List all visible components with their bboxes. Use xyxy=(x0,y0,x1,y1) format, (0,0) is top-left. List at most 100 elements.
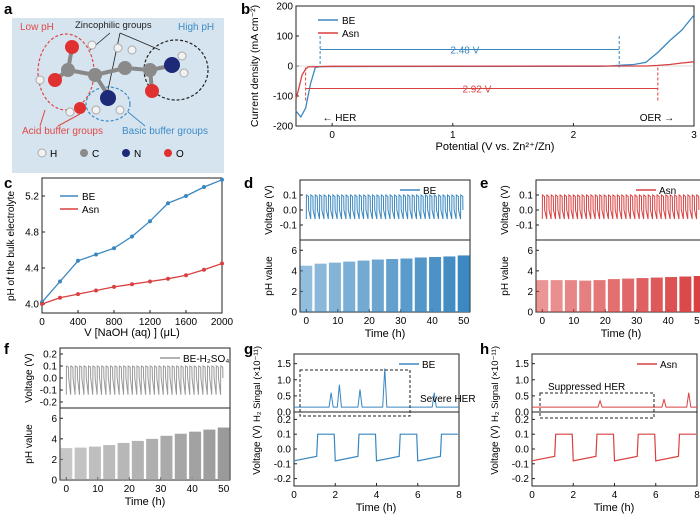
legend-oxygen-label: O xyxy=(176,149,184,160)
x-tick-label: 30 xyxy=(631,316,643,327)
y-axis-label: H₂ Singal (×10⁻¹¹) xyxy=(252,346,263,422)
ph-bar xyxy=(189,431,202,480)
carbon-atom xyxy=(61,63,75,77)
y-tick-label: 0.1 xyxy=(43,362,57,373)
ph-bar xyxy=(74,447,87,480)
y-tick-label: 6 xyxy=(527,246,533,257)
ph-bar xyxy=(607,279,620,312)
y-tick-label: -0.2 xyxy=(512,474,530,485)
y-tick-label: 0.1 xyxy=(519,191,533,202)
data-point-asn xyxy=(202,267,206,272)
x-tick-label: 6 xyxy=(415,490,421,501)
panel-label-d: d xyxy=(244,175,253,192)
x-tick-label: 0 xyxy=(329,130,335,141)
x-tick-label: 0 xyxy=(529,490,535,501)
x-tick-label: 40 xyxy=(427,316,439,327)
y-tick-label: 4 xyxy=(291,266,297,277)
y-tick-label: -0.1 xyxy=(512,459,530,470)
y-tick-label: 100 xyxy=(276,32,293,43)
x-tick-label: 40 xyxy=(663,316,675,327)
data-point-be xyxy=(130,234,134,239)
ph-bar xyxy=(414,257,427,312)
y-tick-label: 0.5 xyxy=(277,391,291,402)
data-point-be xyxy=(148,219,152,224)
y-tick-label: -0.1 xyxy=(274,459,292,470)
y-tick-label: 2 xyxy=(527,287,533,298)
ph-bar xyxy=(564,280,577,312)
dashed-highlight-box xyxy=(299,369,411,417)
y-tick-label: -100 xyxy=(273,92,293,103)
panel-label-h: h xyxy=(480,341,489,358)
legend-label-be: BE xyxy=(342,16,356,27)
voltage-trace xyxy=(531,433,696,462)
y-tick-label: 4.4 xyxy=(25,264,39,275)
y-tick-label: 0 xyxy=(287,62,293,73)
y-tick-label: 0.0 xyxy=(515,445,529,456)
y-tick-label: -0.2 xyxy=(40,398,58,409)
data-point-be xyxy=(94,252,98,257)
legend-hydrogen-marker xyxy=(37,148,47,158)
data-point-asn xyxy=(148,279,152,284)
panel-label-g: g xyxy=(244,341,253,358)
x-tick-label: 1 xyxy=(450,130,456,141)
x-axis-label: Time (h) xyxy=(601,328,642,340)
data-point-asn xyxy=(166,276,170,281)
ph-bar xyxy=(88,446,101,480)
oxygen-atom xyxy=(145,84,159,98)
x-tick-label: 0 xyxy=(540,316,546,327)
y-tick-label: 6 xyxy=(291,246,297,257)
data-point-asn xyxy=(58,295,62,300)
legend-label: BE xyxy=(422,360,436,371)
x-tick-label: 2 xyxy=(332,490,338,501)
y-axis-label: Voltage (V) xyxy=(24,353,35,402)
ph-bar xyxy=(117,442,130,480)
x-tick-label: 0 xyxy=(291,490,297,501)
y-tick-label: 0.2 xyxy=(277,415,291,426)
y-tick-label: 4.0 xyxy=(25,300,39,311)
legend-hydrogen-label: H xyxy=(50,149,57,160)
data-point-be xyxy=(184,194,188,198)
data-point-asn xyxy=(76,292,80,297)
y-tick-label: 2 xyxy=(51,455,57,466)
oer-label: OER → xyxy=(640,113,674,124)
y-tick-label: -200 xyxy=(273,122,293,133)
y-axis-label: Current density (mA cm⁻²) xyxy=(249,5,261,127)
panel-label-c: c xyxy=(4,175,12,192)
plot-frame xyxy=(299,239,471,313)
ph-bar xyxy=(429,256,442,312)
ph-bar xyxy=(160,435,173,480)
legend-nitrogen-label: N xyxy=(134,149,141,160)
series-line-asn xyxy=(295,61,695,100)
y-tick-label: 4.8 xyxy=(25,228,39,239)
ph-bar xyxy=(679,276,692,312)
voltage-trace xyxy=(305,194,464,220)
ph-bar xyxy=(457,255,470,312)
x-tick-label: 10 xyxy=(92,484,104,495)
y-tick-label: 1.5 xyxy=(277,359,291,370)
ph-bar xyxy=(217,427,230,480)
legend-label-be: BE xyxy=(82,192,96,203)
nitrogen-atom xyxy=(164,57,180,73)
data-point-asn xyxy=(220,261,224,266)
legend-label: Asn xyxy=(659,186,676,197)
nitrogen-atom xyxy=(100,90,116,106)
plot-frame xyxy=(299,179,471,241)
ph-bar xyxy=(550,280,563,312)
voltage-trace xyxy=(293,433,458,462)
y-tick-label: 0.0 xyxy=(283,206,297,217)
ph-bar xyxy=(536,280,549,312)
x-tick-label: 20 xyxy=(600,316,612,327)
y-tick-label: 0.5 xyxy=(515,391,529,402)
y-axis-label: Voltage (V) xyxy=(264,185,275,234)
x-tick-label: 4 xyxy=(612,490,618,501)
panel-label-e: e xyxy=(480,175,488,192)
asn-window-label: 2.92 V xyxy=(462,85,491,96)
amine-group-ellipse xyxy=(85,86,131,122)
y-tick-label: 6 xyxy=(51,414,57,425)
data-point-be xyxy=(202,185,206,189)
plot-frame xyxy=(59,407,231,481)
high-ph-label: High pH xyxy=(178,22,214,33)
y-tick-label: 0.2 xyxy=(43,350,57,361)
legend-carbon-marker xyxy=(80,149,88,157)
y-tick-label: 0 xyxy=(527,308,533,319)
